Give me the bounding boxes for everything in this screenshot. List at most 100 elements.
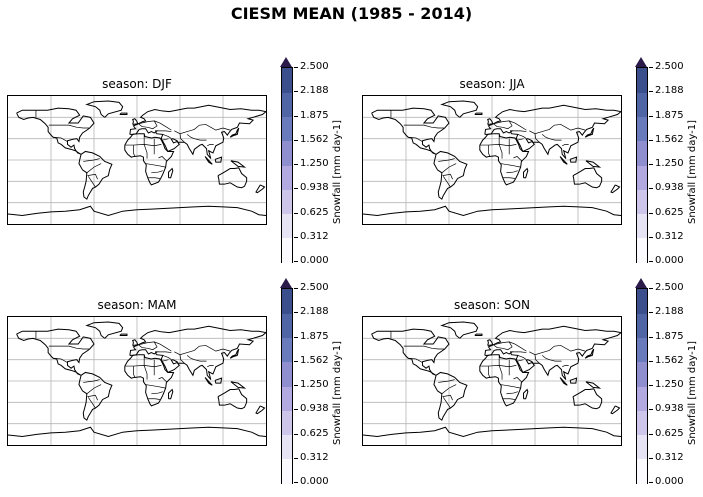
map-panel [362, 95, 622, 225]
coastline [217, 167, 248, 189]
coastline [229, 348, 240, 359]
country-border [562, 365, 569, 368]
colorbar-segment [637, 189, 647, 214]
coastline [132, 339, 139, 346]
colorbar-label: Snowfall [mm day-1] [687, 340, 698, 445]
coastline [129, 104, 266, 159]
country-border [529, 345, 586, 356]
world-map-svg [8, 96, 266, 224]
colorbar-segment [637, 337, 647, 363]
coastline [559, 377, 568, 386]
country-border [151, 391, 163, 395]
colorbar-segment [637, 386, 647, 411]
country-border [488, 145, 491, 157]
colorbar-tick-label: 2.188 [649, 85, 684, 97]
country-border [133, 366, 136, 378]
coastline [85, 321, 124, 339]
coastline [584, 348, 595, 359]
colorbar-segment [282, 92, 292, 117]
coastline [204, 156, 213, 165]
coastline [433, 150, 468, 200]
coastline [78, 371, 113, 421]
country-border [506, 391, 518, 395]
country-border [53, 357, 68, 363]
colorbar-extend-arrow [635, 57, 647, 67]
coastline [132, 118, 139, 125]
colorbar [636, 288, 648, 484]
country-border [517, 134, 527, 139]
country-border [87, 173, 98, 180]
colorbar-segment [637, 237, 647, 263]
country-border [509, 341, 527, 352]
colorbar-tick-label: 0.625 [649, 427, 684, 439]
panel-title: season: MAM [97, 298, 177, 312]
country-border [158, 156, 168, 162]
country-border [162, 138, 169, 141]
coastline [168, 167, 174, 179]
colorbar-tick-label: 0.000 [649, 476, 684, 487]
country-border [403, 345, 444, 350]
colorbar-tick-label: 0.312 [294, 451, 329, 463]
country-border [541, 355, 562, 362]
country-border [147, 177, 160, 179]
colorbar-segment [637, 165, 647, 190]
coastline [610, 184, 621, 194]
figure-title: CIESM MEAN (1985 - 2014) [230, 4, 473, 23]
country-border [506, 170, 518, 174]
colorbar-segment [637, 289, 647, 314]
colorbar-tick-label: 2.500 [649, 61, 684, 72]
coastline [217, 388, 248, 410]
country-border [124, 365, 162, 368]
coastline [585, 160, 602, 168]
colorbar-tick-label: 0.938 [294, 182, 329, 194]
coastline [8, 426, 266, 437]
colorbar-label: Snowfall [mm day-1] [332, 340, 343, 445]
coastline [363, 426, 621, 437]
coastline [610, 405, 621, 415]
country-border [158, 377, 168, 383]
country-border [87, 397, 96, 409]
coastline [559, 156, 568, 165]
coastline [204, 377, 213, 386]
coastline [585, 381, 602, 389]
colorbar-segment [282, 165, 292, 190]
country-border [87, 394, 98, 401]
colorbar-segment [282, 116, 292, 142]
coastline [363, 205, 621, 216]
coastline [572, 388, 603, 410]
country-border [512, 130, 527, 132]
country-border [441, 163, 457, 174]
colorbar-segment [637, 140, 647, 166]
colorbar-tick-label: 1.875 [649, 109, 684, 121]
country-border [442, 394, 453, 401]
colorbar-segment [637, 458, 647, 484]
coastline [214, 156, 223, 163]
colorbar-tick-label: 1.562 [649, 354, 684, 366]
country-border [493, 341, 513, 351]
country-border [154, 341, 172, 352]
colorbar-segment [282, 434, 292, 460]
country-border [83, 379, 100, 383]
country-border [174, 345, 231, 356]
country-border [186, 355, 207, 362]
colorbar-extend-arrow [280, 57, 292, 67]
panel-title: season: SON [453, 298, 531, 312]
colorbar-tick-label: 0.625 [294, 206, 329, 218]
country-border [529, 124, 586, 135]
coastline [479, 133, 530, 186]
world-map-svg [8, 317, 266, 445]
colorbar-tick-label: 1.875 [649, 330, 684, 342]
map-panel [7, 316, 267, 446]
colorbar-segment [282, 68, 292, 93]
colorbar-tick-label: 2.188 [294, 85, 329, 97]
coastline [523, 388, 529, 400]
country-border [562, 144, 569, 147]
colorbar-segment [282, 237, 292, 263]
map-panel [362, 316, 622, 446]
colorbar-segment [637, 213, 647, 239]
colorbar-segment [637, 92, 647, 117]
country-border [124, 144, 162, 147]
coastline [16, 328, 95, 376]
coastline [85, 100, 124, 118]
country-border [512, 351, 527, 353]
